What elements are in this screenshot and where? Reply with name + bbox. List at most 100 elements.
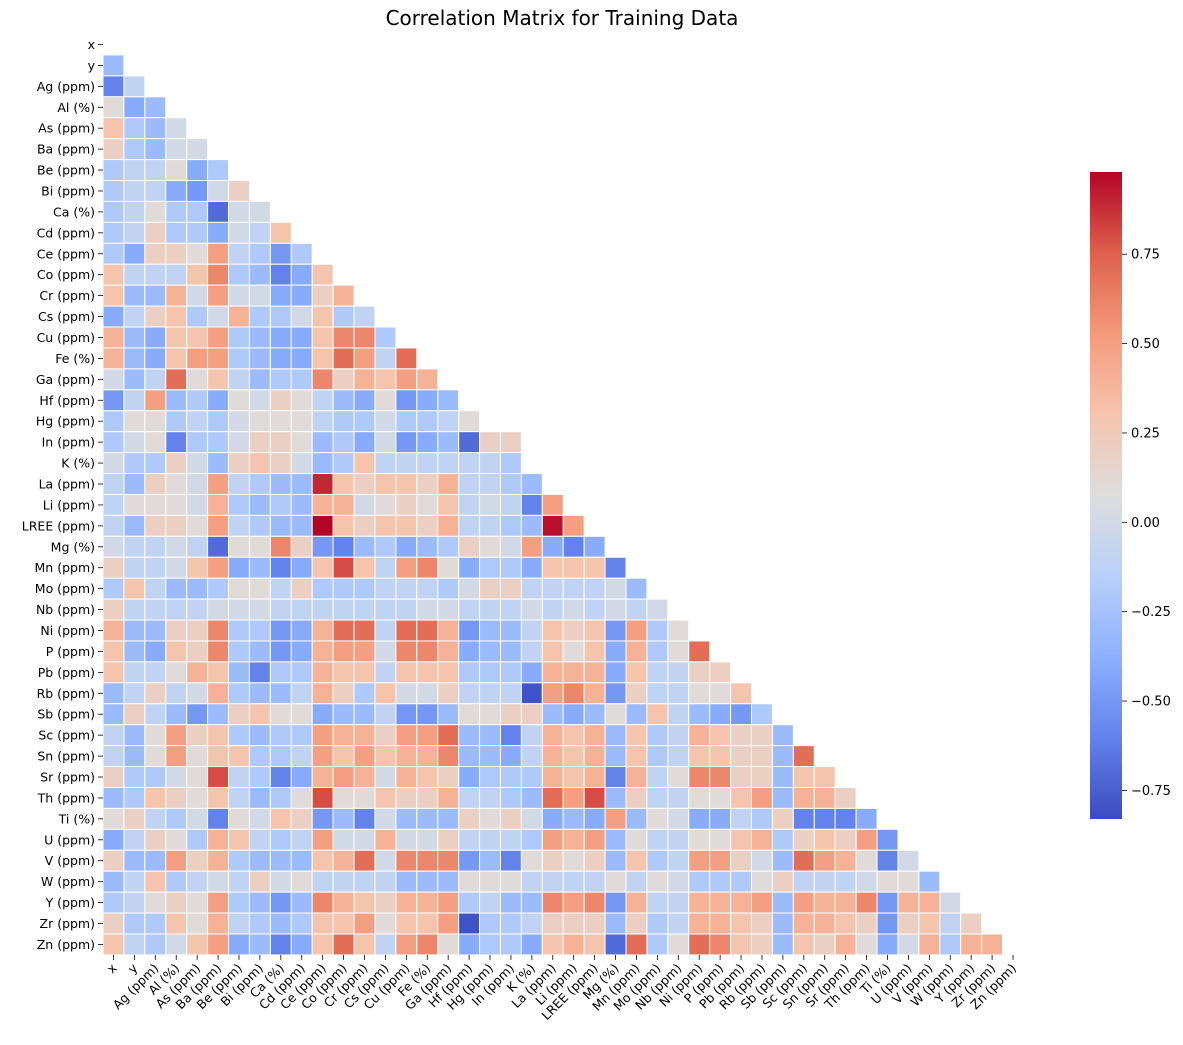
heatmap-cell — [102, 159, 125, 182]
heatmap-cell — [792, 807, 815, 830]
heatmap-cell — [165, 556, 188, 579]
heatmap-cell — [269, 661, 292, 684]
heatmap-cell — [144, 431, 167, 454]
y-tick-label: x — [88, 37, 95, 52]
heatmap-cell — [144, 786, 167, 809]
heatmap-cell — [102, 410, 125, 433]
heatmap-cell — [228, 891, 250, 914]
heatmap-cell — [102, 891, 125, 914]
heatmap-cell — [688, 724, 711, 747]
heatmap-cell — [960, 912, 983, 935]
heatmap-cell — [395, 766, 418, 788]
heatmap-cell — [290, 514, 313, 537]
heatmap-cell — [353, 493, 376, 516]
heatmap-cell — [123, 75, 146, 98]
heatmap-cell — [667, 766, 690, 788]
heatmap-cell — [269, 263, 292, 286]
heatmap-cell — [248, 891, 271, 914]
heatmap-cell — [290, 347, 313, 370]
heatmap-cell — [207, 870, 230, 893]
heatmap-cell — [228, 745, 250, 768]
heatmap-cell — [332, 326, 355, 349]
heatmap-cell — [541, 514, 564, 537]
heatmap-cell — [960, 933, 983, 956]
heatmap-cell — [688, 807, 711, 830]
heatmap-cell — [269, 891, 292, 914]
heatmap-cell — [144, 138, 167, 161]
heatmap-cell — [897, 933, 920, 956]
heatmap-cell — [751, 766, 773, 788]
heatmap-cell — [165, 221, 188, 244]
heatmap-cell — [520, 724, 543, 747]
heatmap-cell — [395, 368, 418, 391]
heatmap-cell — [353, 305, 376, 328]
heatmap-cell — [625, 577, 648, 600]
heatmap-cell — [751, 891, 773, 914]
heatmap-cell — [479, 431, 501, 454]
heatmap-cell — [437, 912, 460, 935]
heatmap-cell — [311, 828, 334, 851]
heatmap-cell — [541, 891, 564, 914]
heatmap-cell — [583, 703, 606, 726]
heatmap-cell — [332, 452, 355, 475]
heatmap-cell — [981, 933, 1004, 956]
heatmap-cell — [458, 912, 481, 935]
heatmap-cell — [688, 640, 711, 663]
heatmap-cell — [269, 766, 292, 788]
heatmap-cell — [248, 849, 271, 872]
heatmap-cell — [123, 242, 146, 265]
heatmap-cell — [311, 933, 334, 956]
heatmap-cell — [730, 891, 753, 914]
heatmap-cell — [228, 284, 250, 307]
heatmap-cell — [604, 786, 627, 809]
heatmap-cell — [165, 870, 188, 893]
heatmap-cell — [458, 933, 481, 956]
heatmap-cell — [458, 807, 481, 830]
heatmap-cell — [269, 577, 292, 600]
heatmap-cell — [499, 786, 522, 809]
heatmap-cell — [207, 242, 230, 265]
heatmap-cell — [123, 410, 146, 433]
heatmap-cell — [165, 849, 188, 872]
heatmap-cell — [186, 347, 209, 370]
heatmap-cell — [583, 745, 606, 768]
heatmap-cell — [186, 368, 209, 391]
heatmap-cell — [437, 577, 460, 600]
heatmap-cell — [332, 535, 355, 558]
heatmap-cell — [123, 431, 146, 454]
heatmap-cell — [876, 891, 899, 914]
y-axis-ticks: xy Ag (ppm) Al (%) As (ppm) Ba (ppm) Be (ppm)… — [22, 37, 103, 952]
heatmap-cell — [186, 535, 209, 558]
heatmap-cell — [541, 703, 564, 726]
heatmap-cell — [228, 347, 250, 370]
heatmap-cell — [646, 870, 669, 893]
heatmap-cell — [520, 473, 543, 495]
heatmap-cell — [228, 368, 250, 391]
heatmap-cell — [123, 347, 146, 370]
heatmap-cell — [102, 724, 125, 747]
heatmap-cell — [144, 619, 167, 642]
heatmap-cell — [228, 807, 250, 830]
heatmap-cell — [667, 849, 690, 872]
heatmap-cell — [604, 577, 627, 600]
heatmap-cell — [269, 452, 292, 475]
heatmap-cell — [228, 305, 250, 328]
heatmap-cell — [709, 766, 732, 788]
heatmap-cell — [688, 766, 711, 788]
heatmap-cell — [562, 912, 585, 935]
heatmap-cell — [144, 577, 167, 600]
heatmap-cell — [730, 849, 753, 872]
heatmap-cell — [395, 724, 418, 747]
heatmap-cell — [144, 912, 167, 935]
heatmap-cell — [269, 347, 292, 370]
heatmap-cell — [186, 159, 209, 182]
heatmap-cell — [395, 870, 418, 893]
heatmap-cell — [353, 786, 376, 809]
heatmap-cell — [269, 535, 292, 558]
heatmap-cell — [395, 473, 418, 495]
heatmap-cell — [458, 577, 481, 600]
heatmap-cell — [123, 828, 146, 851]
heatmap-cell — [311, 912, 334, 935]
heatmap-cell — [353, 724, 376, 747]
